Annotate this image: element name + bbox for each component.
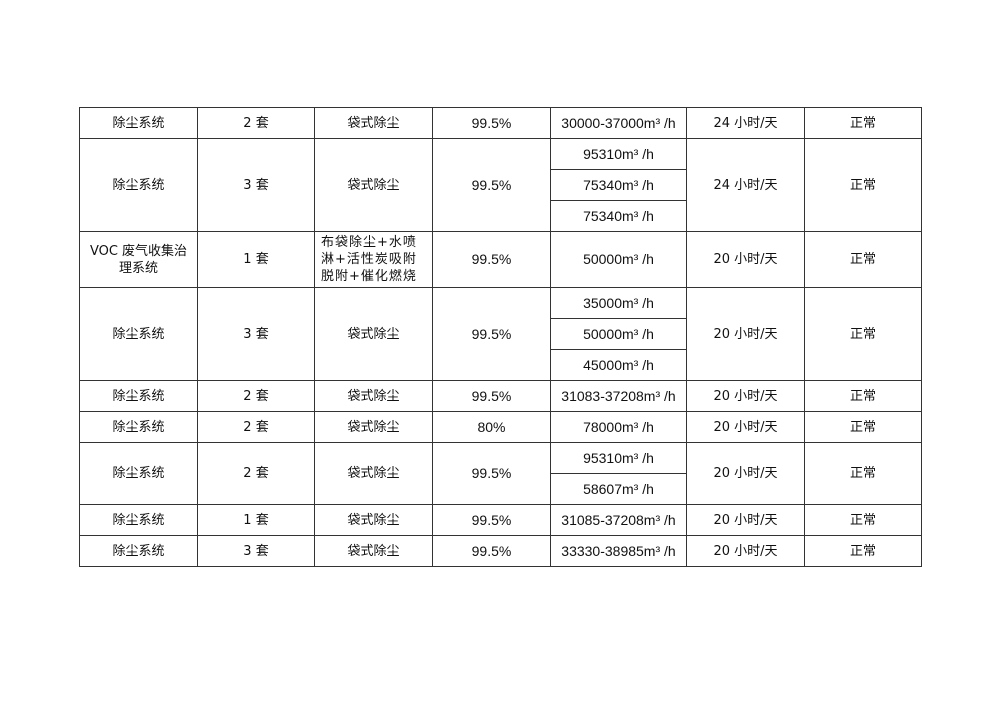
table-row: 75340m³ /h xyxy=(80,169,922,201)
airflow-cell: 31085-37208m³ /h xyxy=(550,504,687,536)
treatment-method-cell: 袋式除尘 xyxy=(314,411,433,443)
quantity-cell: 3 套 xyxy=(197,535,315,567)
system-name-cell: 除尘系统 xyxy=(79,442,198,505)
table-row: 除尘系统 3 套袋式除尘 99.5% 95310m³ /h 24 小时/天 正常 xyxy=(79,138,922,232)
quantity-cell: 3 套 xyxy=(197,287,315,381)
table-row: VOC 废气收集治理系统 1 套布袋除尘+水喷淋+活性炭吸附脱附+催化燃烧 99.5… xyxy=(79,231,922,288)
operating-hours-cell: 20 小时/天 xyxy=(686,442,805,505)
airflow-cell: 50000m³ /h xyxy=(550,231,687,288)
airflow-cell: 35000m³ /h xyxy=(550,287,687,319)
efficiency-cell: 99.5% xyxy=(432,380,551,412)
status-cell: 正常 xyxy=(804,504,922,536)
system-name-cell: 除尘系统 xyxy=(79,535,198,567)
system-name-cell: 除尘系统 xyxy=(79,287,198,381)
efficiency-cell: 99.5% xyxy=(432,442,551,505)
treatment-method-cell: 袋式除尘 xyxy=(314,107,433,139)
system-name-cell: 除尘系统 xyxy=(79,411,198,443)
quantity-cell: 1 套 xyxy=(197,504,315,536)
airflow-cell: 78000m³ /h xyxy=(550,411,687,443)
operating-hours-cell: 20 小时/天 xyxy=(686,504,805,536)
airflow-cell: 50000m³ /h xyxy=(550,318,687,350)
system-name-cell: 除尘系统 xyxy=(79,107,198,139)
quantity-cell: 2 套 xyxy=(197,380,315,412)
quantity-cell: 2 套 xyxy=(197,107,315,139)
efficiency-cell: 99.5% xyxy=(432,535,551,567)
system-name-cell: 除尘系统 xyxy=(79,138,198,232)
treatment-method-cell: 袋式除尘 xyxy=(314,504,433,536)
status-cell: 正常 xyxy=(804,138,922,232)
status-cell: 正常 xyxy=(804,107,922,139)
airflow-cell: 75340m³ /h xyxy=(550,169,687,201)
equipment-table: 除尘系统 2 套袋式除尘 99.5% 30000-37000m³ /h 24 小时/天正… xyxy=(79,107,922,567)
status-cell: 正常 xyxy=(804,535,922,567)
status-cell: 正常 xyxy=(804,411,922,443)
quantity-cell: 3 套 xyxy=(197,138,315,232)
efficiency-cell: 99.5% xyxy=(432,504,551,536)
efficiency-cell: 80% xyxy=(432,411,551,443)
quantity-cell: 2 套 xyxy=(197,411,315,443)
treatment-method-cell: 袋式除尘 xyxy=(314,380,433,412)
table-row: 除尘系统 2 套袋式除尘 99.5% 95310m³ /h 20 小时/天 正常 xyxy=(79,442,922,505)
table-row: 75340m³ /h xyxy=(80,200,922,232)
operating-hours-cell: 24 小时/天 xyxy=(686,107,805,139)
table-row: 45000m³ /h xyxy=(80,349,922,381)
system-name-cell: 除尘系统 xyxy=(79,504,198,536)
table-row: 除尘系统 2 套袋式除尘 99.5% 30000-37000m³ /h 24 小时/天正… xyxy=(79,107,922,139)
system-name-cell: 除尘系统 xyxy=(79,380,198,412)
status-cell: 正常 xyxy=(804,287,922,381)
quantity-cell: 1 套 xyxy=(197,231,315,288)
efficiency-cell: 99.5% xyxy=(432,231,551,288)
airflow-cell: 95310m³ /h xyxy=(550,442,687,474)
efficiency-cell: 99.5% xyxy=(432,107,551,139)
efficiency-cell: 99.5% xyxy=(432,287,551,381)
quantity-cell: 2 套 xyxy=(197,442,315,505)
airflow-cell: 45000m³ /h xyxy=(550,349,687,381)
table-row: 除尘系统 2 套袋式除尘 99.5% 31083-37208m³ /h 20 小时/天正… xyxy=(79,380,922,412)
airflow-cell: 95310m³ /h xyxy=(550,138,687,170)
operating-hours-cell: 24 小时/天 xyxy=(686,138,805,232)
table-row: 58607m³ /h xyxy=(80,473,922,505)
table-row: 除尘系统 3 套袋式除尘 99.5% 33330-38985m³ /h 20 小时/天正… xyxy=(79,535,922,567)
operating-hours-cell: 20 小时/天 xyxy=(686,287,805,381)
treatment-method-cell: 布袋除尘+水喷淋+活性炭吸附脱附+催化燃烧 xyxy=(314,231,433,288)
table-row: 除尘系统 2 套袋式除尘 80% 78000m³ /h 20 小时/天 正常 xyxy=(79,411,922,443)
airflow-cell: 75340m³ /h xyxy=(550,200,687,232)
status-cell: 正常 xyxy=(804,442,922,505)
table-row: 除尘系统 3 套袋式除尘 99.5% 35000m³ /h 20 小时/天 正常 xyxy=(79,287,922,381)
operating-hours-cell: 20 小时/天 xyxy=(686,535,805,567)
efficiency-cell: 99.5% xyxy=(432,138,551,232)
operating-hours-cell: 20 小时/天 xyxy=(686,411,805,443)
table-row: 除尘系统 1 套袋式除尘 99.5% 31085-37208m³ /h 20 小时/天正… xyxy=(79,504,922,536)
status-cell: 正常 xyxy=(804,380,922,412)
airflow-cell: 33330-38985m³ /h xyxy=(550,535,687,567)
treatment-method-cell: 袋式除尘 xyxy=(314,287,433,381)
treatment-method-cell: 袋式除尘 xyxy=(314,138,433,232)
airflow-cell: 30000-37000m³ /h xyxy=(550,107,687,139)
operating-hours-cell: 20 小时/天 xyxy=(686,231,805,288)
operating-hours-cell: 20 小时/天 xyxy=(686,380,805,412)
treatment-method-cell: 袋式除尘 xyxy=(314,535,433,567)
airflow-cell: 31083-37208m³ /h xyxy=(550,380,687,412)
treatment-method-cell: 袋式除尘 xyxy=(314,442,433,505)
airflow-cell: 58607m³ /h xyxy=(550,473,687,505)
system-name-cell: VOC 废气收集治理系统 xyxy=(79,231,198,288)
status-cell: 正常 xyxy=(804,231,922,288)
